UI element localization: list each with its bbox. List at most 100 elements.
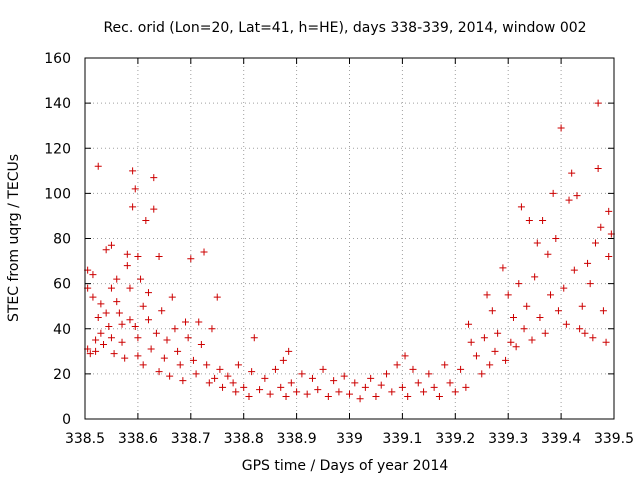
- data-point: [507, 338, 515, 346]
- data-point: [105, 322, 113, 330]
- data-point: [549, 189, 557, 197]
- data-point: [319, 365, 327, 373]
- data-point: [340, 372, 348, 380]
- data-point: [142, 216, 150, 224]
- x-tick-label: 338.7: [171, 431, 211, 447]
- data-point: [586, 280, 594, 288]
- data-point: [134, 253, 142, 261]
- data-point: [160, 354, 168, 362]
- data-point: [131, 322, 139, 330]
- data-point: [115, 309, 123, 317]
- data-point: [578, 302, 586, 310]
- data-point: [573, 192, 581, 200]
- data-point: [401, 352, 409, 360]
- data-point: [287, 379, 295, 387]
- data-point: [388, 388, 396, 396]
- y-tick-label: 20: [53, 367, 71, 383]
- data-point: [137, 275, 145, 283]
- data-point: [113, 275, 121, 283]
- data-point: [499, 264, 507, 272]
- data-point: [589, 334, 597, 342]
- x-tick-label: 339.5: [594, 431, 634, 447]
- x-tick-label: 339: [336, 431, 363, 447]
- data-point: [129, 203, 137, 211]
- data-point: [152, 329, 160, 337]
- data-point: [367, 374, 375, 382]
- data-point: [139, 361, 147, 369]
- data-point: [131, 185, 139, 193]
- data-point: [100, 341, 108, 349]
- x-tick-label: 339.2: [435, 431, 475, 447]
- data-point: [211, 374, 219, 382]
- data-point: [584, 259, 592, 267]
- data-point: [515, 280, 523, 288]
- data-point: [576, 325, 584, 333]
- data-point: [168, 293, 176, 301]
- data-point: [605, 207, 613, 215]
- data-point: [282, 392, 290, 400]
- data-point: [261, 374, 269, 382]
- data-point: [126, 316, 134, 324]
- data-point: [197, 341, 205, 349]
- data-point: [533, 239, 541, 247]
- data-point: [562, 320, 570, 328]
- data-point: [523, 302, 531, 310]
- data-point: [480, 334, 488, 342]
- data-point: [594, 165, 602, 173]
- data-point: [110, 350, 118, 358]
- data-point: [126, 284, 134, 292]
- data-point: [398, 383, 406, 391]
- data-point: [123, 262, 131, 270]
- y-tick-label: 40: [53, 322, 71, 338]
- data-point: [285, 347, 293, 355]
- data-point: [472, 352, 480, 360]
- data-point: [599, 307, 607, 315]
- data-point: [346, 390, 353, 398]
- data-point: [174, 347, 182, 355]
- data-point: [605, 253, 613, 261]
- data-point: [102, 309, 110, 317]
- data-point: [182, 318, 190, 326]
- data-point: [335, 388, 343, 396]
- data-point: [118, 338, 126, 346]
- y-tick-label: 140: [44, 96, 71, 112]
- data-point: [393, 361, 401, 369]
- y-tick-label: 60: [53, 277, 71, 293]
- data-point: [539, 216, 547, 224]
- x-axis-label: GPS time / Days of year 2014: [242, 458, 449, 474]
- data-point: [150, 205, 158, 213]
- data-point: [483, 291, 491, 299]
- data-point: [372, 392, 380, 400]
- data-point: [462, 383, 470, 391]
- data-point: [552, 235, 560, 242]
- data-point: [92, 336, 100, 344]
- y-tick-label: 0: [62, 412, 71, 428]
- data-point: [229, 379, 237, 387]
- data-point: [184, 334, 192, 342]
- x-tick-label: 339.1: [382, 431, 422, 447]
- data-point: [113, 298, 121, 306]
- data-point: [560, 284, 568, 292]
- data-point: [517, 203, 525, 211]
- data-point: [150, 174, 158, 182]
- data-point: [330, 377, 338, 385]
- y-tick-labels: 0 20 40 60 80 100 120 140 160: [44, 51, 71, 428]
- data-point: [594, 99, 602, 107]
- data-point: [97, 300, 105, 308]
- data-point: [512, 343, 520, 351]
- data-point: [404, 392, 412, 400]
- data-point: [107, 241, 115, 249]
- data-point: [245, 392, 253, 400]
- data-point: [176, 361, 184, 369]
- x-tick-labels: 338.5 338.6 338.7 338.8 338.9 339 339.1 339.2 33…: [65, 431, 634, 447]
- data-point: [195, 318, 203, 326]
- data-point: [107, 334, 115, 342]
- data-point: [92, 347, 100, 355]
- data-point: [166, 372, 174, 380]
- data-point: [147, 345, 155, 353]
- data-point: [134, 334, 142, 342]
- data-point: [446, 379, 454, 387]
- data-point: [139, 302, 147, 310]
- y-tick-label: 80: [53, 232, 71, 248]
- x-tick-label: 339.3: [488, 431, 528, 447]
